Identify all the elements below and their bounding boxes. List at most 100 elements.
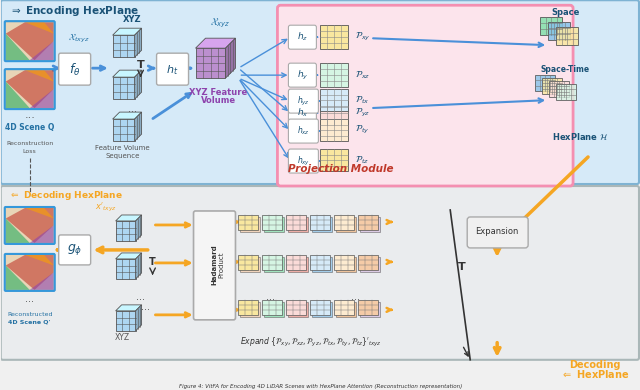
FancyBboxPatch shape [321,101,348,125]
Polygon shape [134,28,141,57]
Text: ...: ... [141,302,150,312]
Text: Product: Product [218,252,225,278]
Polygon shape [136,253,141,279]
Text: Volume: Volume [201,96,236,105]
FancyBboxPatch shape [239,300,259,315]
Text: ...: ... [266,292,275,302]
Polygon shape [134,70,141,99]
Text: Space: Space [551,8,579,17]
Text: $\mathcal{P}_{xy}$: $\mathcal{P}_{xy}$ [355,31,371,43]
FancyBboxPatch shape [321,63,348,87]
FancyBboxPatch shape [262,300,282,315]
Text: Reconstructed: Reconstructed [7,312,52,317]
Polygon shape [113,119,134,141]
Text: $\Leftarrow$ HexPlane: $\Leftarrow$ HexPlane [561,368,629,380]
FancyBboxPatch shape [337,257,356,272]
FancyBboxPatch shape [287,215,307,230]
FancyBboxPatch shape [59,53,91,85]
Text: $\Rightarrow$ Encoding HexPlane: $\Rightarrow$ Encoding HexPlane [9,4,139,18]
Polygon shape [6,208,54,243]
Text: XYZ: XYZ [124,15,142,24]
Text: $h_t$: $h_t$ [166,63,179,77]
FancyBboxPatch shape [264,257,284,272]
Text: $\mathcal{P}_{ty}$: $\mathcal{P}_{ty}$ [355,124,370,136]
FancyBboxPatch shape [360,257,380,272]
FancyBboxPatch shape [289,25,316,49]
Polygon shape [196,38,236,48]
Text: $h_{yz}$: $h_{yz}$ [297,94,310,108]
Text: $g_\phi$: $g_\phi$ [67,243,83,257]
Text: $\mathcal{P}_{yz}$: $\mathcal{P}_{yz}$ [355,107,371,119]
Text: $h_y$: $h_y$ [296,69,308,82]
Text: T: T [137,60,145,70]
Polygon shape [25,22,54,34]
Polygon shape [196,48,225,78]
FancyBboxPatch shape [334,300,355,315]
FancyBboxPatch shape [289,63,316,87]
Text: $\mathcal{P}_{tx}$: $\mathcal{P}_{tx}$ [355,94,370,106]
Polygon shape [29,89,54,108]
FancyBboxPatch shape [337,302,356,317]
FancyBboxPatch shape [321,149,348,171]
Polygon shape [6,22,54,60]
FancyBboxPatch shape [264,217,284,232]
FancyBboxPatch shape [277,5,573,186]
Polygon shape [116,215,141,221]
Text: ...: ... [128,104,137,114]
FancyBboxPatch shape [334,215,355,230]
Text: Reconstruction: Reconstruction [6,141,53,146]
Text: Feature Volume: Feature Volume [95,145,150,151]
FancyBboxPatch shape [4,207,54,244]
Polygon shape [25,208,54,218]
Polygon shape [6,266,29,290]
Text: Figure 4: VitFA for Encoding 4D LiDAR Scenes with HexPlane Attention (Reconstruc: Figure 4: VitFA for Encoding 4D LiDAR Sc… [179,384,462,389]
Text: 4D Scene Q: 4D Scene Q [5,123,54,132]
FancyBboxPatch shape [289,302,308,317]
Polygon shape [113,28,141,35]
FancyBboxPatch shape [59,235,91,265]
Text: ...: ... [24,110,35,120]
Text: Expand $\{\mathcal{P}_{xy}, \mathcal{P}_{xz}, \mathcal{P}_{yz}, \mathcal{P}_{tx}: Expand $\{\mathcal{P}_{xy}, \mathcal{P}_… [239,336,381,349]
Polygon shape [116,259,136,279]
Polygon shape [116,305,141,311]
Polygon shape [6,34,29,60]
Text: $h_{xz}$: $h_{xz}$ [297,125,310,137]
FancyBboxPatch shape [312,217,332,232]
FancyBboxPatch shape [337,217,356,232]
Polygon shape [113,35,134,57]
Polygon shape [116,221,136,241]
FancyBboxPatch shape [262,215,282,230]
FancyBboxPatch shape [1,0,639,184]
Text: Expansion: Expansion [476,227,519,236]
FancyBboxPatch shape [1,186,639,360]
Polygon shape [29,272,54,290]
FancyBboxPatch shape [289,217,308,232]
FancyBboxPatch shape [310,255,330,270]
FancyBboxPatch shape [360,217,380,232]
FancyBboxPatch shape [4,69,54,109]
Polygon shape [134,112,141,141]
Text: Sequence: Sequence [106,153,140,159]
FancyBboxPatch shape [310,215,330,230]
FancyBboxPatch shape [312,302,332,317]
Text: $h_z$: $h_z$ [297,31,308,43]
Text: $h_x$: $h_x$ [296,107,308,119]
FancyBboxPatch shape [193,211,236,320]
FancyBboxPatch shape [239,255,259,270]
Text: Projection Module: Projection Module [287,164,393,174]
Polygon shape [136,305,141,331]
Text: XYZ: XYZ [115,333,130,342]
FancyBboxPatch shape [287,255,307,270]
FancyBboxPatch shape [289,119,318,143]
FancyBboxPatch shape [264,302,284,317]
Polygon shape [116,311,136,331]
Text: ...: ... [351,292,360,302]
Polygon shape [6,255,54,290]
Text: XYZ Feature: XYZ Feature [189,88,248,97]
Polygon shape [25,70,54,82]
FancyBboxPatch shape [548,22,570,40]
FancyBboxPatch shape [312,257,332,272]
FancyBboxPatch shape [262,255,282,270]
FancyBboxPatch shape [358,215,378,230]
FancyBboxPatch shape [360,302,380,317]
